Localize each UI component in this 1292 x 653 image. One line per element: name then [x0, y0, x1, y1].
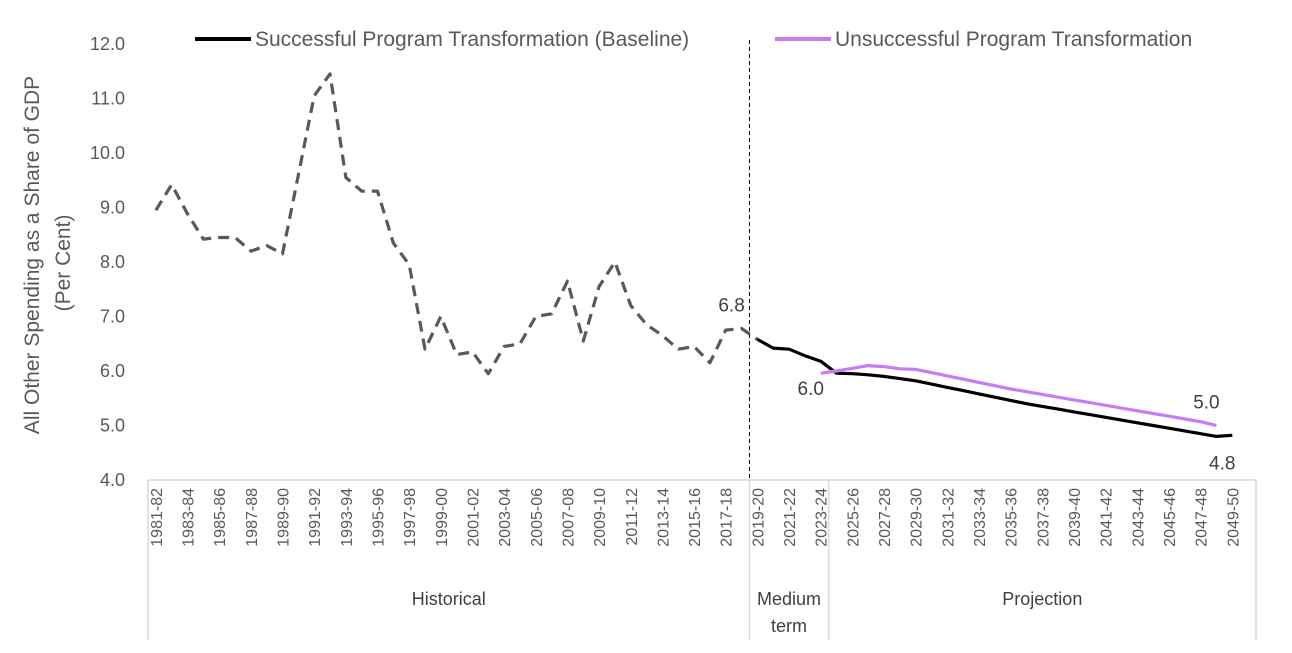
y-tick-label: 10.0 — [90, 143, 125, 163]
x-tick-label: 1999-00 — [434, 488, 451, 547]
legend: Successful Program Transformation (Basel… — [195, 28, 1192, 51]
x-tick-label: 2045-46 — [1162, 488, 1179, 547]
x-tick-label: 2015-16 — [687, 488, 704, 547]
x-tick-label: 2039-40 — [1067, 488, 1084, 547]
x-tick-label: 2043-44 — [1130, 488, 1147, 547]
period-label: Medium — [757, 589, 821, 609]
period-label: Historical — [412, 589, 486, 609]
y-tick-label: 4.0 — [100, 470, 125, 490]
x-tick-label: 2003-04 — [497, 488, 514, 547]
x-tick-label: 1985-86 — [212, 488, 229, 547]
x-tick-label: 2033-34 — [972, 488, 989, 547]
series-line-2 — [820, 364, 1217, 428]
x-tick-label: 2009-10 — [592, 488, 609, 547]
period-label: Projection — [1002, 589, 1082, 609]
x-tick-label: 2049-50 — [1225, 488, 1242, 547]
x-tick-label: 2005-06 — [529, 488, 546, 547]
x-tick-label: 2035-36 — [1004, 488, 1021, 547]
data-label: 4.8 — [1209, 453, 1235, 474]
x-tick-label: 2041-42 — [1099, 488, 1116, 547]
x-tick-label: 2017-18 — [719, 488, 736, 547]
y-tick-label: 5.0 — [100, 416, 125, 436]
x-tick-label: 2029-30 — [909, 488, 926, 547]
data-label: 6.0 — [798, 379, 824, 400]
x-tick-label: 2027-28 — [877, 488, 894, 547]
x-tick-label: 1993-94 — [339, 488, 356, 547]
y-tick-label: 12.0 — [90, 34, 125, 54]
x-tick-label: 2025-26 — [845, 488, 862, 547]
x-tick-label: 2011-12 — [624, 488, 641, 546]
period-axis: Historical Medium term Projection — [147, 480, 1257, 640]
data-label: 5.0 — [1193, 393, 1219, 414]
x-axis: 1981-82 1983-84 1985-86 1987-88 1989-90 1991-… — [148, 479, 1256, 547]
series-line-1 — [756, 337, 1233, 438]
y-axis: 4.0 5.0 6.0 7.0 8.0 9.0 10.0 11.0 12.0 — [90, 34, 125, 490]
legend-label: Unsuccessful Program Transformation — [835, 28, 1192, 51]
series-line-0 — [154, 72, 759, 376]
x-tick-label: 1987-88 — [244, 488, 261, 547]
x-tick-label: 2047-48 — [1194, 488, 1211, 547]
x-tick-label: 1991-92 — [307, 488, 324, 547]
y-tick-label: 6.0 — [100, 361, 125, 381]
y-tick-label: 7.0 — [100, 307, 125, 327]
x-tick-label: 1983-84 — [181, 488, 198, 547]
x-tick-label: 1981-82 — [149, 488, 166, 547]
y-axis-title-line1: All Other Spending as a Share of GDP — [21, 76, 44, 434]
y-axis-title-line2: (Per Cent) — [52, 215, 75, 312]
x-tick-label: 2013-14 — [655, 488, 672, 547]
x-tick-label: 1997-98 — [402, 488, 419, 547]
series-group — [154, 72, 1233, 438]
data-labels: 6.8 6.0 5.0 4.8 — [718, 295, 1235, 474]
x-tick-label: 2021-22 — [782, 488, 799, 547]
y-axis-title: All Other Spending as a Share of GDP (Pe… — [21, 76, 75, 434]
x-tick-label: 2001-02 — [465, 488, 482, 547]
data-label: 6.8 — [718, 295, 744, 316]
legend-label: Successful Program Transformation (Basel… — [255, 28, 689, 51]
period-label-line2: term — [771, 616, 807, 636]
y-tick-label: 8.0 — [100, 252, 125, 272]
x-tick-label: 2023-24 — [814, 488, 831, 547]
y-tick-label: 9.0 — [100, 198, 125, 218]
x-tick-label: 2007-08 — [560, 488, 577, 547]
x-tick-label: 2019-20 — [750, 488, 767, 547]
x-tick-label: 1995-96 — [371, 488, 388, 547]
x-tick-label: 2037-38 — [1035, 488, 1052, 547]
x-tick-label: 1989-90 — [276, 488, 293, 547]
x-tick-label: 2031-32 — [940, 488, 957, 547]
y-tick-label: 11.0 — [91, 89, 125, 109]
